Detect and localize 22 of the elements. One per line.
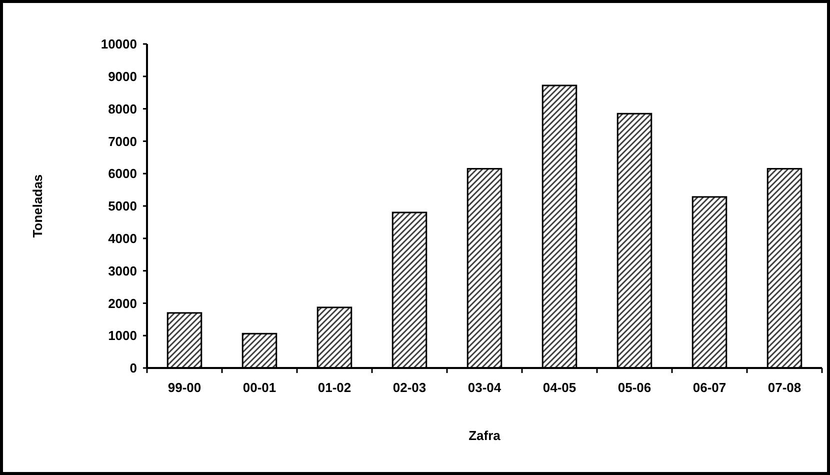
x-tick-label: 07-08 [768, 380, 802, 395]
x-tick-label: 00-01 [242, 380, 276, 395]
y-tick-label: 0 [130, 360, 137, 376]
y-axis-title: Toneladas [30, 174, 45, 238]
y-tick-label: 9000 [108, 68, 137, 84]
x-tick-label: 04-05 [542, 380, 576, 395]
x-tick-label: 06-07 [692, 380, 726, 395]
x-tick-label: 05-06 [618, 380, 652, 395]
y-tick-label: 2000 [108, 296, 137, 311]
x-tick-label: 01-02 [318, 380, 352, 395]
y-tick-label: 10000 [100, 36, 137, 52]
y-tick-label: 7000 [108, 134, 137, 149]
y-tick-label: 1000 [108, 328, 137, 344]
y-tick-label: 4000 [108, 230, 137, 246]
x-tick-label: 02-03 [392, 380, 426, 395]
y-tick-label: 5000 [108, 198, 137, 214]
y-tick-label: 3000 [108, 263, 137, 278]
x-tick-label: 03-04 [468, 380, 502, 395]
y-tick-label: 8000 [108, 101, 137, 116]
x-axis-title: Zafra [468, 428, 502, 443]
x-tick-label: 99-00 [168, 380, 202, 395]
y-tick-label: 6000 [108, 166, 137, 182]
